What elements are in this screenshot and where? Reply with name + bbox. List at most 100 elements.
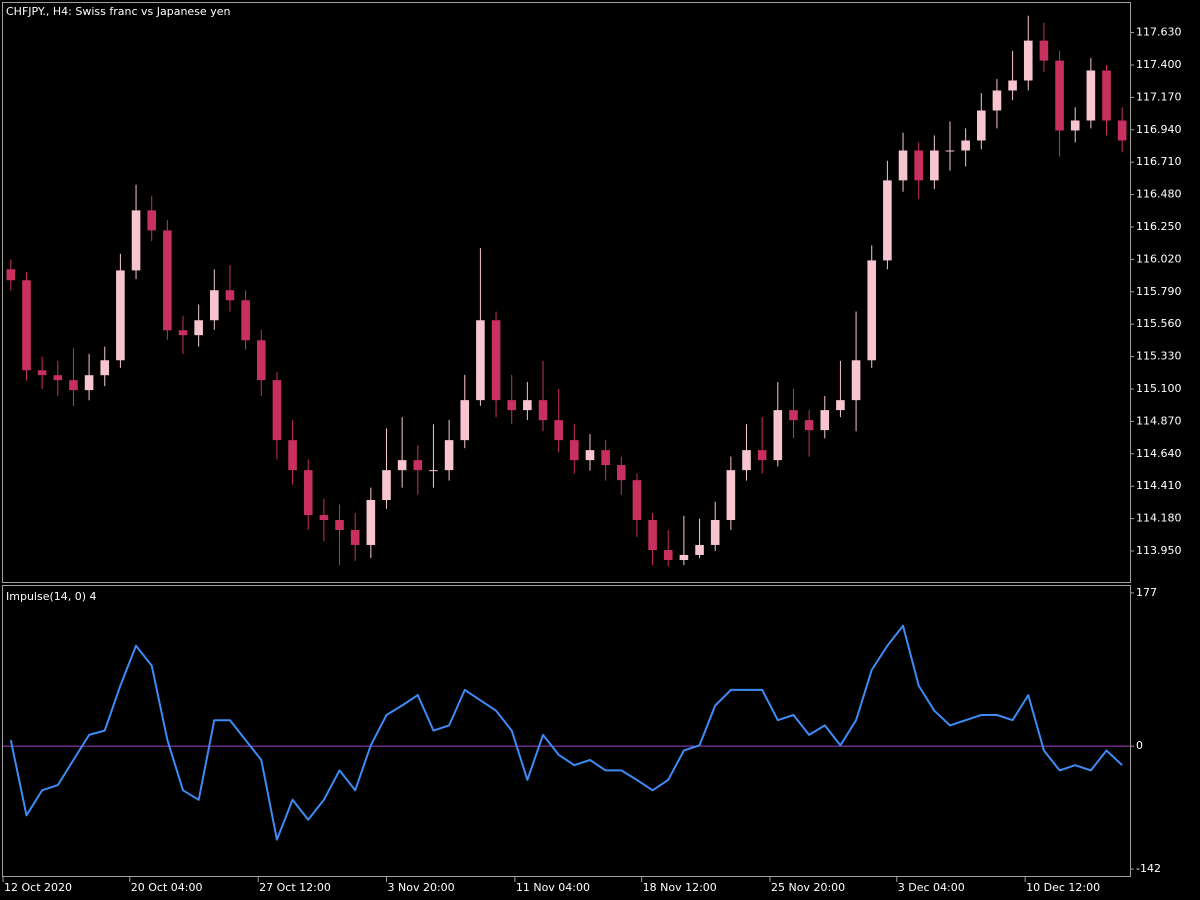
price-pane-frame — [2, 2, 1131, 583]
candle-body — [976, 110, 986, 141]
y-tick-label: 116.020 — [1136, 252, 1182, 265]
y-tick-label: 113.950 — [1136, 544, 1182, 557]
candle-body — [820, 410, 830, 431]
candle-body — [460, 400, 470, 441]
candle-body — [867, 260, 877, 361]
candle-body — [1023, 40, 1033, 81]
candle-body — [789, 410, 798, 421]
candle-body — [1039, 40, 1049, 61]
candle-body — [53, 375, 63, 381]
y-tick-label: 116.710 — [1136, 155, 1182, 168]
candle-body — [350, 530, 360, 545]
candle-body — [429, 470, 438, 472]
candle-body — [1055, 60, 1064, 131]
candle-body — [554, 420, 563, 441]
y-tick-label: 114.870 — [1136, 414, 1182, 427]
candle-body — [303, 470, 313, 516]
y-tick-label: 116.940 — [1136, 123, 1182, 136]
candle-body — [914, 150, 923, 181]
candle-body — [961, 140, 970, 151]
candle-body — [679, 554, 689, 561]
x-tick-label: 25 Nov 20:00 — [771, 881, 845, 894]
candle-body — [397, 460, 407, 471]
y-tick-label: 114.180 — [1136, 512, 1182, 525]
candle-body — [945, 150, 955, 152]
candle-body — [1008, 80, 1017, 91]
candle-body — [898, 150, 908, 181]
candle-body — [225, 290, 235, 301]
candle-body — [131, 210, 141, 271]
x-tick-label: 20 Oct 04:00 — [131, 881, 203, 894]
y-tick-label: 114.640 — [1136, 447, 1182, 460]
candle-body — [585, 450, 595, 461]
candle-body — [256, 340, 266, 381]
y-tick-label: 0 — [1136, 739, 1143, 752]
candle-body — [507, 400, 517, 411]
y-tick-label: 115.100 — [1136, 382, 1182, 395]
candle-body — [6, 269, 16, 281]
y-tick-label: 116.480 — [1136, 188, 1182, 201]
candle-body — [632, 480, 642, 521]
indicator-pane-frame — [2, 585, 1131, 877]
candle-body — [836, 400, 845, 411]
candle-body — [69, 380, 78, 391]
candle-body — [710, 520, 720, 545]
candle-body — [178, 330, 188, 336]
candle-body — [616, 465, 626, 481]
candle-body — [116, 270, 125, 361]
candle-body — [163, 230, 172, 331]
chart-title: CHFJPY., H4: Swiss franc vs Japanese yen — [6, 5, 230, 18]
candle-body — [663, 550, 673, 561]
y-tick-label: 115.330 — [1136, 350, 1182, 363]
y-tick-label: 117.630 — [1136, 26, 1182, 39]
candle-body — [757, 450, 767, 461]
x-tick-label: 3 Dec 04:00 — [898, 881, 965, 894]
candle-body — [851, 360, 861, 401]
candle-body — [194, 320, 203, 336]
candle-body — [241, 300, 250, 341]
candle-body — [648, 520, 657, 551]
candle-body — [1102, 70, 1111, 121]
y-tick-label: 115.560 — [1136, 317, 1182, 330]
candle-body — [272, 380, 282, 441]
candle-body — [773, 410, 783, 461]
candle-body — [210, 290, 219, 321]
candle-body — [22, 280, 31, 371]
x-tick-label: 18 Nov 12:00 — [643, 881, 717, 894]
indicator-title: Impulse(14, 0) 4 — [6, 590, 97, 603]
y-tick-label: -142 — [1136, 862, 1161, 875]
y-tick-label: 117.400 — [1136, 58, 1182, 71]
candle-body — [100, 360, 110, 376]
y-tick-label: 177 — [1136, 586, 1157, 599]
y-tick-label: 117.170 — [1136, 90, 1182, 103]
y-tick-label: 115.790 — [1136, 285, 1182, 298]
indicator-line — [9, 624, 1123, 841]
x-tick-label: 11 Nov 04:00 — [516, 881, 590, 894]
candle-body — [366, 500, 376, 545]
y-tick-label: 114.410 — [1136, 479, 1182, 492]
candle-body — [1086, 70, 1096, 121]
candle-body — [382, 470, 391, 501]
candle-body — [476, 320, 485, 401]
candle-body — [523, 400, 532, 411]
candle-body — [742, 450, 751, 471]
x-tick-label: 10 Dec 12:00 — [1026, 881, 1100, 894]
candle-body — [570, 440, 579, 461]
candle-body — [601, 450, 610, 466]
candle-body — [84, 375, 94, 391]
candle-body — [538, 400, 548, 421]
y-tick-label: 116.250 — [1136, 220, 1182, 233]
candle-body — [147, 210, 157, 231]
candle-body — [804, 420, 814, 431]
candle-body — [695, 544, 704, 555]
candle-body — [288, 440, 297, 471]
candle-body — [1070, 120, 1080, 131]
candle-body — [726, 470, 736, 521]
candle-body — [491, 320, 501, 401]
candle-body — [883, 180, 892, 261]
candle-body — [444, 440, 454, 471]
x-tick-label: 12 Oct 2020 — [4, 881, 72, 894]
